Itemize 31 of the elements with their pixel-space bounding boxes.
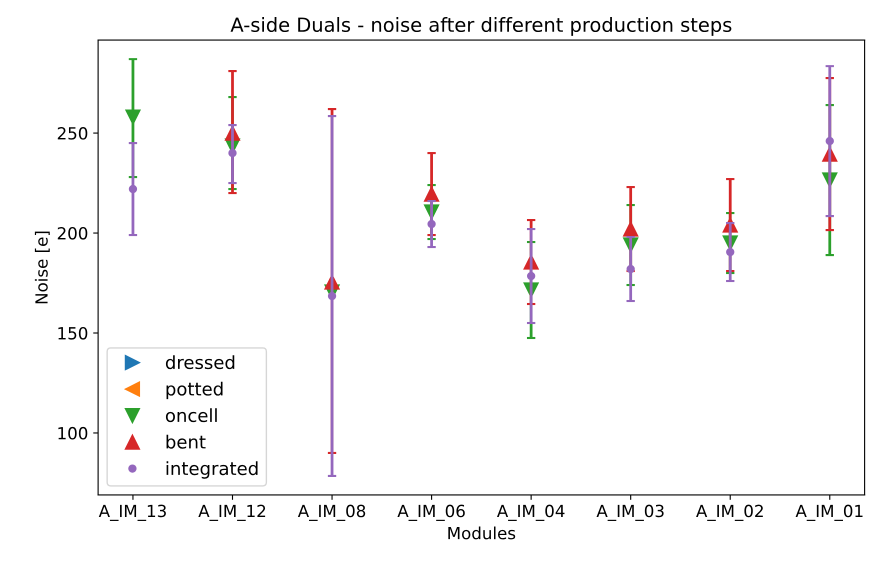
y-tick-label: 100 <box>58 426 88 440</box>
point <box>626 264 635 274</box>
point <box>526 272 536 280</box>
x-axis-title: Modules <box>448 526 516 540</box>
y-axis-title: Noise [e] <box>34 232 50 304</box>
chart-title: A-side Duals - noise after different production steps <box>230 17 732 36</box>
legend-label: bent <box>166 434 206 449</box>
point <box>427 220 436 228</box>
point <box>726 248 734 256</box>
x-tick-label: A_IM_01 <box>796 504 863 521</box>
legend-label: integrated <box>166 461 258 479</box>
point <box>826 136 834 146</box>
point <box>228 148 237 158</box>
point <box>128 184 138 194</box>
x-tick-label: A_IM_08 <box>298 504 366 521</box>
point <box>623 221 638 237</box>
y-tick-label: 150 <box>58 326 88 340</box>
x-tick-label: A_IM_13 <box>98 504 166 521</box>
x-tick-label: A_IM_06 <box>397 504 465 521</box>
legend-label: potted <box>166 382 223 400</box>
point <box>328 292 336 300</box>
point <box>125 109 141 125</box>
x-tick-label: A_IM_03 <box>596 504 664 521</box>
legend-label: dressed <box>166 355 234 370</box>
x-tick-label: A_IM_04 <box>496 504 564 521</box>
x-tick-label: A_IM_02 <box>696 504 763 521</box>
y-tick-label: 250 <box>58 127 88 140</box>
y-tick-label: 200 <box>58 227 88 240</box>
legend-label: oncell <box>166 408 217 422</box>
x-tick-label: A_IM_12 <box>198 504 266 521</box>
point <box>424 186 440 202</box>
